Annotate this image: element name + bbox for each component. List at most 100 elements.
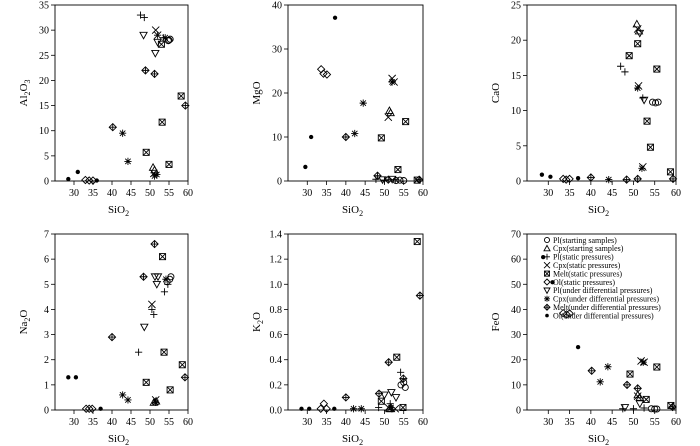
data-point [413,238,421,246]
legend-marker [543,261,551,269]
data-point [375,403,383,412]
legend-marker [543,303,551,311]
data-point [84,404,94,413]
data-point [84,176,94,185]
x-axis-label: SiO2 [342,204,363,218]
x-tick-label: 35 [565,417,575,428]
data-point [378,176,387,185]
data-point [635,29,645,38]
x-tick-label: 60 [183,417,193,428]
x-tick-label: 45 [126,417,136,428]
y-axis-label: FeO [490,312,502,331]
data-point [322,70,332,79]
data-point [139,31,148,40]
legend-label: Melt(under differential pressures) [553,303,661,312]
data-point [108,122,117,132]
data-point [107,332,117,342]
data-point [668,174,678,184]
y-tick-label: 20 [511,36,521,47]
data-point [307,406,312,411]
y-tick-label: 0 [44,177,49,188]
y-tick-label: 15 [511,71,521,82]
data-point [384,113,393,122]
data-point [165,160,173,168]
y-tick-label: 40 [272,1,282,12]
data-point [150,310,158,319]
x-tick-label: 30 [69,188,79,199]
x-tick-label: 55 [650,188,660,199]
panel-2: 30 35 40 45 50 55 60 0 5 10 15 20 25 SiO2 CaO [490,1,681,219]
data-point [140,13,148,22]
data-point [587,366,596,376]
data-point [639,358,647,366]
x-tick-label: 55 [399,417,409,428]
data-point [565,174,574,184]
data-point [160,348,168,356]
x-axis-label: SiO2 [588,433,609,446]
data-point [415,291,425,300]
data-point [625,52,633,60]
data-point [622,380,632,390]
y-tick-label: 30 [272,45,282,56]
data-point [380,391,389,400]
x-tick-label: 50 [145,188,155,199]
data-point [139,323,149,332]
data-point [308,134,314,140]
plot-frame [287,4,424,182]
data-point [341,132,351,142]
data-point [153,273,163,282]
data-point [153,38,162,47]
x-tick-label: 60 [671,188,681,199]
legend-label: Pl(static pressures) [553,253,614,262]
data-point [575,344,581,350]
x-tick-label: 60 [671,417,681,428]
data-point [178,361,186,369]
data-point [558,174,568,184]
data-point [374,389,384,398]
legend-marker [545,313,549,318]
x-tick-label: 35 [565,188,575,199]
data-point [402,118,410,126]
y-tick-label: 25 [39,51,49,62]
data-point [119,391,127,399]
x-tick-label: 35 [322,188,332,199]
y-tick-label: 1.4 [270,230,283,241]
y-tick-label: 60 [511,255,521,266]
x-tick-label: 45 [360,417,370,428]
data-point [393,353,401,361]
data-point [141,66,150,75]
y-tick-label: 70 [511,230,521,241]
data-point [622,175,631,184]
data-point [666,168,674,176]
x-tick-label: 60 [183,188,193,199]
data-point [387,403,395,412]
y-tick-label: 0 [277,177,282,188]
x-tick-label: 45 [360,188,370,199]
y-tick-label: 0.2 [270,380,283,391]
x-tick-label: 55 [164,188,174,199]
y-tick-label: 50 [511,280,521,291]
data-point [357,405,365,413]
data-point [391,394,401,402]
x-axis-label: SiO2 [108,433,129,446]
legend-label: Cpx(static pressures) [553,261,621,270]
y-tick-label: 4 [44,305,49,316]
y-tick-label: 35 [39,1,49,12]
panel-5: 30 35 40 45 50 55 60 0 10 20 30 40 50 60 70 SiO2 FeO [490,230,681,446]
plot-frame [54,4,189,182]
x-tick-label: 40 [586,188,596,199]
y-tick-label: 5 [44,151,49,162]
y-tick-label: 0.6 [270,330,283,341]
data-point [66,176,71,182]
data-point [162,275,170,283]
data-point [400,177,408,185]
data-point [539,172,545,177]
data-point [394,166,402,174]
data-point [647,405,655,413]
data-point [152,280,162,289]
y-tick-label: 5 [516,141,521,152]
x-tick-label: 50 [145,417,155,428]
legend-marker [544,236,551,243]
panel-1: 30 35 40 45 50 55 60 0 10 20 30 40 SiO2 MgO [251,1,428,219]
